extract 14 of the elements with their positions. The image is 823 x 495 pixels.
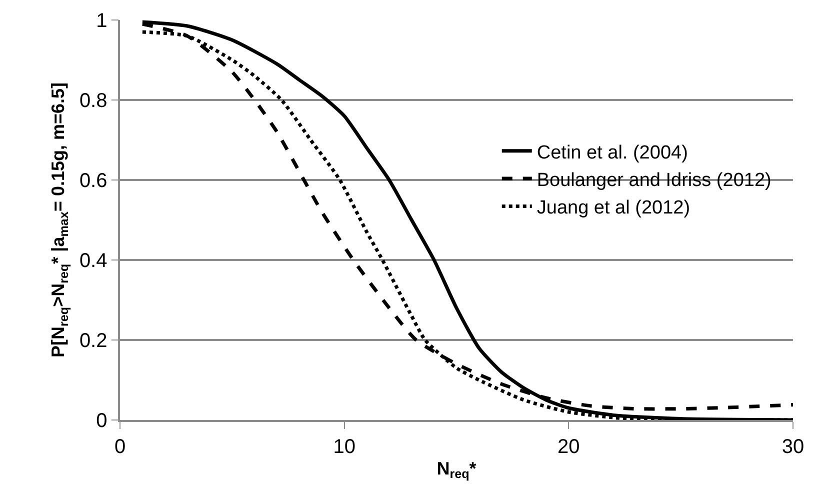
y-tick-label: 0.2 (79, 330, 108, 352)
x-tick-label: 20 (558, 436, 580, 458)
x-tick-label: 0 (114, 436, 126, 458)
legend-label: Juang et al (2012) (536, 198, 690, 219)
legend-label: Cetin et al. (2004) (536, 142, 688, 164)
y-tick-label: 0.4 (79, 250, 108, 272)
x-tick-label: 30 (782, 436, 804, 458)
x-tick-label: 10 (333, 436, 356, 458)
y-tick-label: 1 (96, 10, 108, 32)
y-tick-label: 0.6 (79, 170, 108, 192)
legend-label: Boulanger and Idriss (2012) (536, 170, 772, 191)
y-tick-label: 0.8 (79, 90, 108, 112)
y-tick-label: 0 (96, 410, 108, 432)
x-axis-title: N$_{req}$* (436, 458, 476, 482)
